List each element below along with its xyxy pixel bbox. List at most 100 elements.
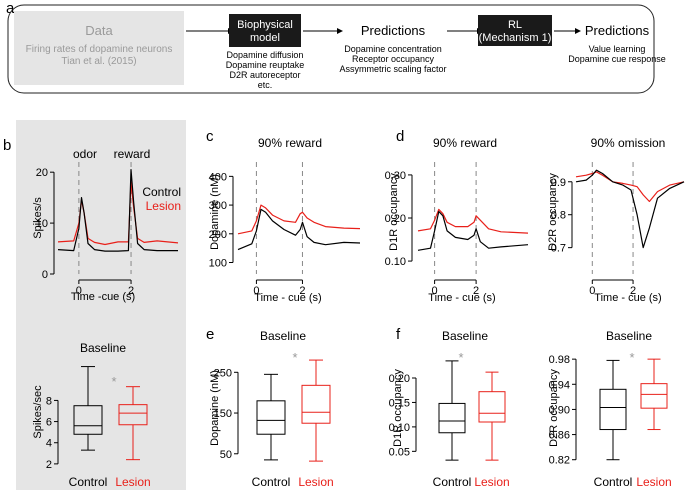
category-control: Control (252, 475, 291, 489)
title-b-baseline: Baseline (80, 341, 126, 355)
c-y-tick-label: 100 (209, 258, 227, 270)
f-left-y-tick-label: 0.05 (389, 446, 410, 458)
data-title: Data (85, 23, 113, 38)
xlabel-d-right: Time - cue (s) (594, 292, 661, 304)
d-left-y-tick-label: 0.20 (385, 213, 406, 225)
b-top-y-tick-label: 20 (36, 167, 48, 179)
f-right-y-tick-label: 0.98 (549, 354, 570, 366)
panel-label-c: c (206, 128, 214, 145)
category-lesion: Lesion (474, 475, 509, 489)
f-right-y-tick-label: 0.86 (549, 430, 570, 442)
f-left-y-tick-label: 0.10 (389, 422, 410, 434)
panel-label-f: f (396, 326, 401, 343)
b-bottom-y-tick-label: 8 (46, 395, 52, 407)
d-right-series-lesion (575, 171, 685, 203)
b-bottom-box-lesion (118, 404, 148, 426)
c-series-lesion (237, 204, 361, 235)
c-x-tick-label: 2 (299, 285, 305, 297)
model-item: Dopamine diffusion (227, 50, 304, 60)
model-line1: Biophysical (237, 19, 293, 31)
rl-line1: RL (508, 19, 522, 31)
f-left-y-tick-label: 0.20 (389, 373, 410, 385)
category-control: Control (433, 475, 472, 489)
f-left-box-control (438, 402, 466, 434)
legend-lesion: Lesion (146, 199, 181, 213)
d-left-x-tick-label: 2 (473, 285, 479, 297)
arrow-4-head (575, 28, 581, 34)
e-y-tick-label: 250 (214, 367, 232, 379)
e-y-tick-label: 50 (220, 449, 232, 461)
ylabel-b-bottom: Spikes/sec (32, 385, 44, 439)
d-left-x-tick-label: 0 (432, 285, 438, 297)
d-left-series-lesion (417, 208, 529, 234)
d-left-series-control (417, 210, 529, 251)
e-box-lesion (301, 384, 331, 424)
pred1-item: Dopamine concentration (344, 44, 442, 54)
panel-label-d: d (396, 128, 404, 145)
pred1-item: Receptor occupancy (352, 54, 435, 64)
b-bottom-y-tick-label: 6 (46, 417, 52, 429)
significance-star: * (458, 350, 463, 365)
legend-control: Control (142, 185, 181, 199)
significance-star: * (629, 350, 634, 365)
c-y-tick-label: 400 (209, 171, 227, 183)
category-control: Control (594, 475, 633, 489)
ylabel-d-left: D1R occupancy (388, 173, 400, 251)
f-right-y-tick-label: 0.94 (549, 379, 570, 391)
pipeline-frame (7, 4, 655, 94)
model-item: Dopamine reuptake (226, 60, 305, 70)
xlabel-d-left: Time - cue (s) (428, 292, 495, 304)
d-left-y-tick-label: 0.30 (385, 170, 406, 182)
data-line1: Firing rates of dopamine neurons (26, 44, 173, 55)
xlabel-c: Time - cue (s) (254, 292, 321, 304)
category-control: Control (69, 475, 108, 489)
c-series-control (237, 208, 361, 251)
e-box-control (256, 400, 286, 435)
d-left-y-tick-label: 0.10 (385, 256, 406, 268)
panel-label-b: b (3, 137, 11, 154)
category-lesion: Lesion (298, 475, 333, 489)
pred2-item: Value learning (589, 44, 646, 54)
title-d-left: 90% reward (433, 136, 497, 150)
ylabel-f-right: D2R occupancy (548, 369, 560, 447)
pred2-item: Dopamine cue response (568, 54, 666, 64)
b-top-y-tick-label: 0 (42, 269, 48, 281)
title-f-right: Baseline (606, 329, 652, 343)
title-d-right: 90% omission (591, 136, 666, 150)
pred1-item: Assymmetric scaling factor (339, 64, 446, 74)
arrow-2-head (337, 28, 343, 34)
f-right-y-tick-label: 0.82 (549, 455, 570, 467)
title-c: 90% reward (258, 136, 322, 150)
b-bottom-box-control (73, 405, 103, 435)
event-label-odor: odor (73, 147, 97, 161)
d-right-y-tick-label: 0.8 (551, 210, 566, 222)
rl-box (478, 15, 552, 46)
b-top-x-tick-label: 2 (128, 285, 134, 297)
xlabel-b: Time -cue (s) (71, 291, 135, 303)
f-right-box-lesion (640, 383, 668, 409)
b-top-series-control (57, 169, 178, 252)
f-left-y-tick-label: 0.15 (389, 397, 410, 409)
category-lesion: Lesion (115, 475, 150, 489)
model-item: D2R autoreceptor (229, 70, 300, 80)
ylabel-b: Spikes/s (32, 197, 44, 239)
e-y-tick-label: 150 (214, 408, 232, 420)
d-right-series-control (575, 169, 685, 249)
ylabel-d-right: D2R occupancy (547, 173, 559, 251)
data-line2: Tian et al. (2015) (61, 56, 136, 67)
d-right-y-tick-label: 0.7 (551, 243, 566, 255)
f-right-y-tick-label: 0.90 (549, 404, 570, 416)
b-top-x-tick-label: 0 (76, 285, 82, 297)
data-box (14, 11, 184, 85)
c-y-tick-label: 300 (209, 200, 227, 212)
ylabel-c: Dopamine (nM) (209, 174, 221, 250)
b-bottom-y-tick-label: 2 (46, 459, 52, 471)
b-top-y-tick-label: 10 (36, 218, 48, 230)
category-lesion: Lesion (636, 475, 671, 489)
d-right-y-tick-label: 0.9 (551, 177, 566, 189)
title-e: Baseline (260, 329, 306, 343)
f-right-box-control (599, 388, 627, 431)
significance-star: * (111, 374, 116, 389)
